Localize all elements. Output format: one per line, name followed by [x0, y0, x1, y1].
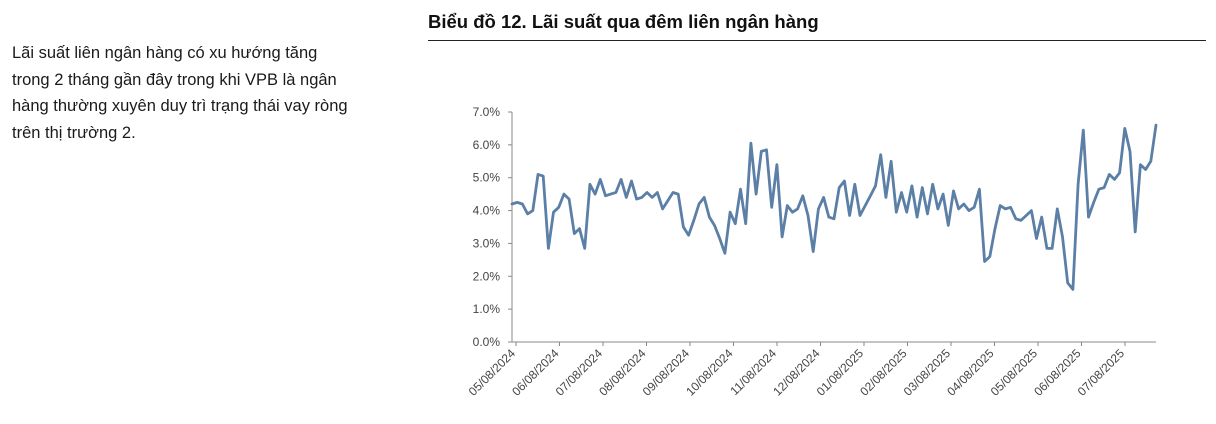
y-tick-label: 3.0%	[473, 236, 501, 250]
x-tick-label: 10/08/2024	[683, 346, 736, 399]
y-tick-label: 7.0%	[473, 105, 501, 119]
chart-title: Biểu đồ 12. Lãi suất qua đêm liên ngân h…	[428, 11, 819, 32]
y-tick-label: 0.0%	[473, 335, 501, 349]
commentary-line: Lãi suất liên ngân hàng có xu hướng tăng	[12, 44, 318, 62]
x-axis: 05/08/202406/08/202407/08/202408/08/2024…	[466, 341, 1156, 399]
title-divider	[428, 40, 1206, 41]
y-tick-label: 2.0%	[473, 269, 501, 283]
y-tick-label: 5.0%	[473, 171, 501, 185]
y-tick-label: 1.0%	[473, 302, 501, 316]
interbank-rate-line	[510, 123, 1158, 291]
series-group	[510, 123, 1158, 291]
x-tick-label: 07/08/2025	[1075, 346, 1128, 399]
commentary-line: trên thị trường 2.	[12, 123, 136, 142]
y-axis: 7.0% 6.0% 5.0% 4.0% 3.0% 2.0% 1.0% 0.0%	[473, 105, 513, 349]
commentary-text: Lãi suất liên ngân hàng có xu hướng tăng…	[12, 40, 392, 146]
y-tick-label: 4.0%	[473, 204, 501, 218]
commentary-line: trong 2 tháng gần đây trong khi VPB là n…	[12, 70, 337, 89]
commentary-line: hàng thường xuyên duy trì trạng thái vay…	[12, 97, 348, 115]
line-chart: 7.0% 6.0% 5.0% 4.0% 3.0% 2.0% 1.0% 0.0% 05/08/2…	[466, 105, 1158, 399]
y-tick-label: 6.0%	[473, 138, 501, 152]
